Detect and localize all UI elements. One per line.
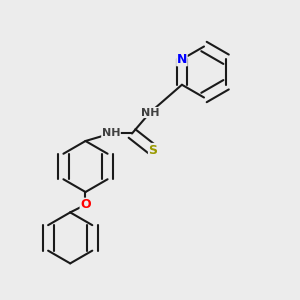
Text: NH: NH bbox=[141, 107, 159, 118]
Text: S: S bbox=[148, 143, 158, 157]
Text: O: O bbox=[80, 198, 91, 211]
Text: N: N bbox=[177, 53, 187, 66]
Text: NH: NH bbox=[102, 128, 120, 139]
